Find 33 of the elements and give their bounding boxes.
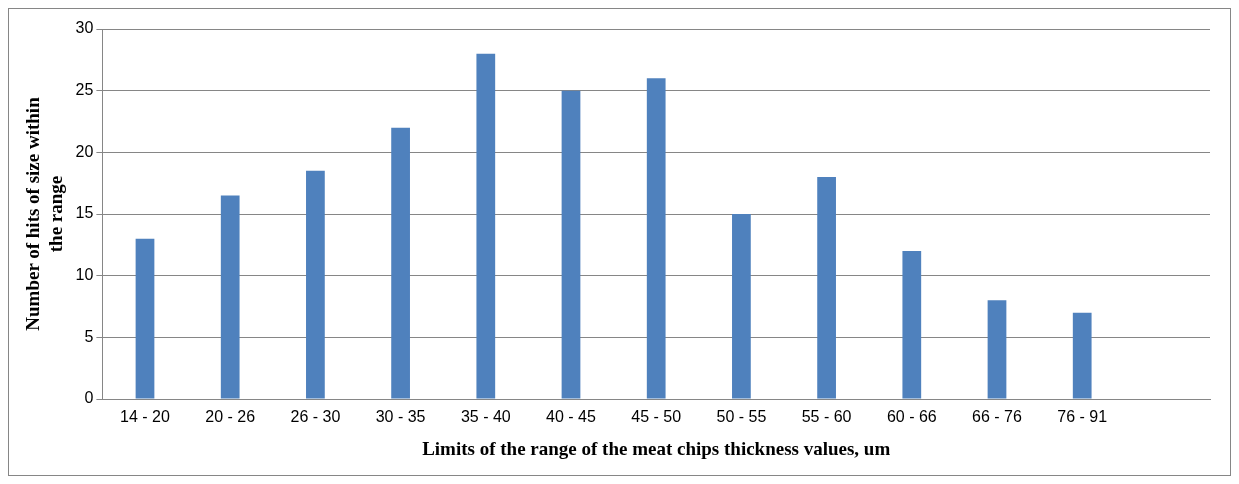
bar	[646, 78, 666, 399]
y-tick-label: 15	[75, 204, 94, 222]
y-axis-title: Number of hits of size within the range	[22, 96, 67, 331]
y-tick-label: 10	[75, 266, 94, 284]
y-tick-label: 30	[75, 19, 94, 37]
bar	[732, 214, 751, 399]
bar	[220, 195, 240, 399]
bar	[306, 170, 325, 399]
x-tick-label: 14 - 20	[120, 408, 170, 426]
bar	[987, 300, 1007, 399]
x-tick-label: 66 - 76	[972, 408, 1023, 426]
x-tick-label: 45 - 50	[631, 408, 682, 426]
bar	[391, 127, 410, 399]
x-tick-label: 30 - 35	[375, 408, 426, 426]
bar	[817, 177, 836, 399]
x-tick-label: 76 - 91	[1057, 408, 1108, 426]
y-tick-label: 0	[84, 389, 94, 407]
x-tick-label: 20 - 26	[205, 408, 256, 426]
bar	[135, 238, 155, 399]
x-tick-label: 40 - 45	[546, 408, 597, 426]
y-tick-label: 5	[84, 327, 94, 345]
y-tick-label: 25	[75, 81, 94, 99]
bar	[902, 251, 922, 399]
x-axis-title: Limits of the range of the meat chips thickness values, um	[422, 437, 891, 459]
y-tick-label: 20	[75, 142, 94, 160]
x-tick-label: 60 - 66	[886, 408, 937, 426]
x-tick-label: 55 - 60	[801, 408, 852, 426]
bar	[1072, 312, 1092, 399]
bar	[561, 90, 581, 399]
x-tick-label: 35 - 40	[460, 408, 511, 426]
bar	[476, 53, 496, 399]
x-tick-label: 26 - 30	[290, 408, 341, 426]
x-tick-label: 50 - 55	[716, 408, 767, 426]
